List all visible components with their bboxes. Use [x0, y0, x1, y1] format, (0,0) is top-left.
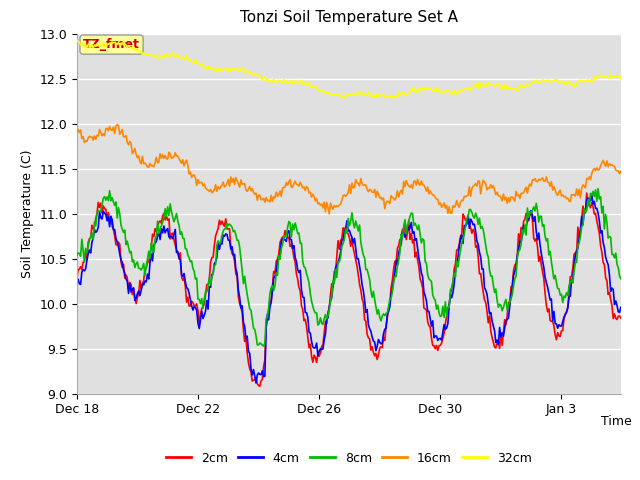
Title: Tonzi Soil Temperature Set A: Tonzi Soil Temperature Set A — [240, 11, 458, 25]
Legend: 2cm, 4cm, 8cm, 16cm, 32cm: 2cm, 4cm, 8cm, 16cm, 32cm — [161, 447, 537, 469]
X-axis label: Time: Time — [601, 415, 632, 428]
Y-axis label: Soil Temperature (C): Soil Temperature (C) — [20, 149, 34, 278]
Text: TZ_fmet: TZ_fmet — [83, 38, 140, 51]
